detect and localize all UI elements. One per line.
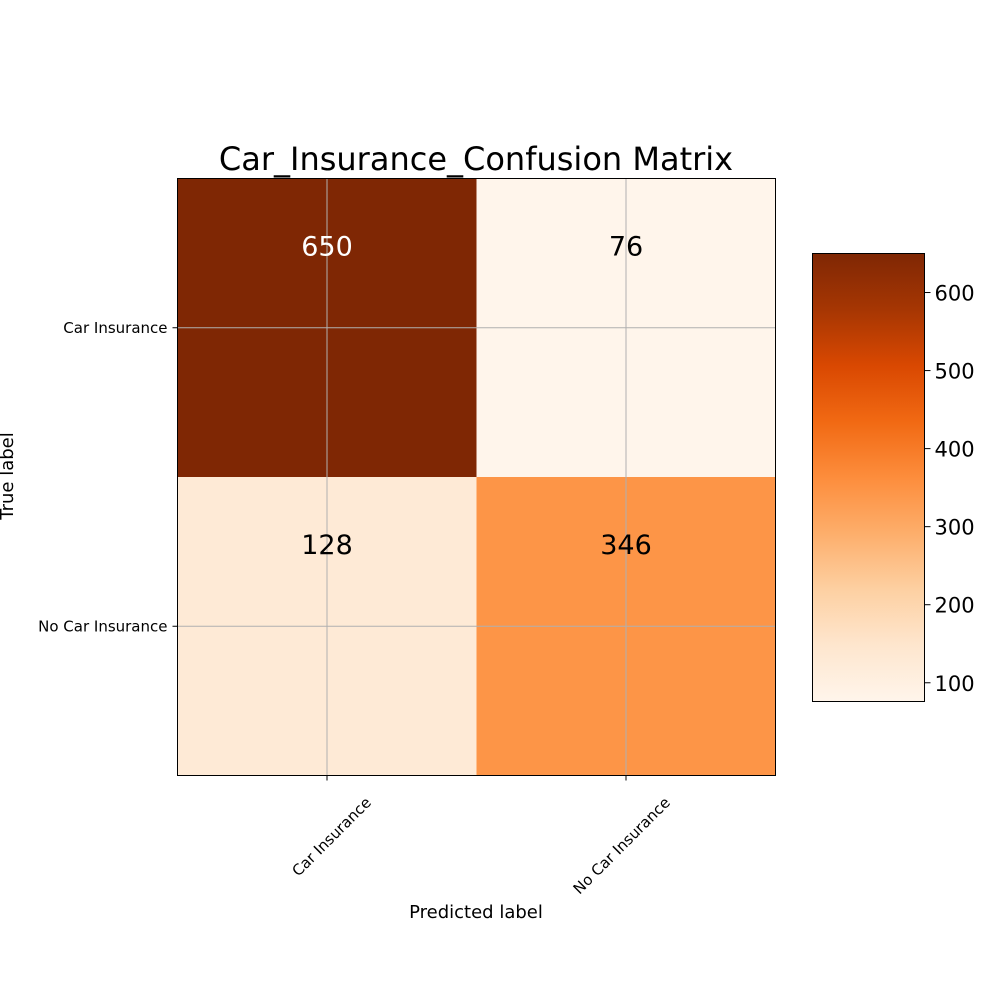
colorbar-tick-label: 600	[935, 282, 975, 306]
cell-value-label: 650	[301, 232, 353, 263]
cell-value-label: 346	[600, 530, 652, 561]
heatmap-cells	[177, 178, 776, 776]
colorbar-ticks: 100 200 300 400 500 600	[924, 282, 975, 696]
x-axis-ticks: Car Insurance No Car Insurance	[288, 775, 674, 898]
x-tick-label: No Car Insurance	[570, 794, 674, 898]
cell-value-label: 128	[301, 530, 353, 561]
colorbar-tick-label: 100	[935, 672, 975, 696]
cell-value-label: 76	[609, 232, 643, 263]
colorbar-tick-label: 500	[935, 360, 975, 384]
colorbar-tick-label: 400	[935, 438, 975, 462]
y-tick-label: Car Insurance	[63, 319, 167, 337]
cell-value-labels: 650 76 128 346	[301, 232, 652, 562]
y-axis-label: True label	[0, 432, 18, 521]
x-tick-label: Car Insurance	[288, 794, 374, 880]
colorbar	[812, 253, 925, 702]
plot-frame	[177, 178, 776, 776]
y-axis-ticks: Car Insurance No Car Insurance	[38, 319, 178, 635]
colorbar-tick-label: 300	[935, 516, 975, 540]
grid-lines	[177, 178, 776, 776]
colorbar-tick-label: 200	[935, 594, 975, 618]
x-axis-label: Predicted label	[409, 902, 543, 923]
y-tick-label: No Car Insurance	[38, 617, 167, 635]
chart-title: Car_Insurance_Confusion Matrix	[219, 140, 733, 178]
